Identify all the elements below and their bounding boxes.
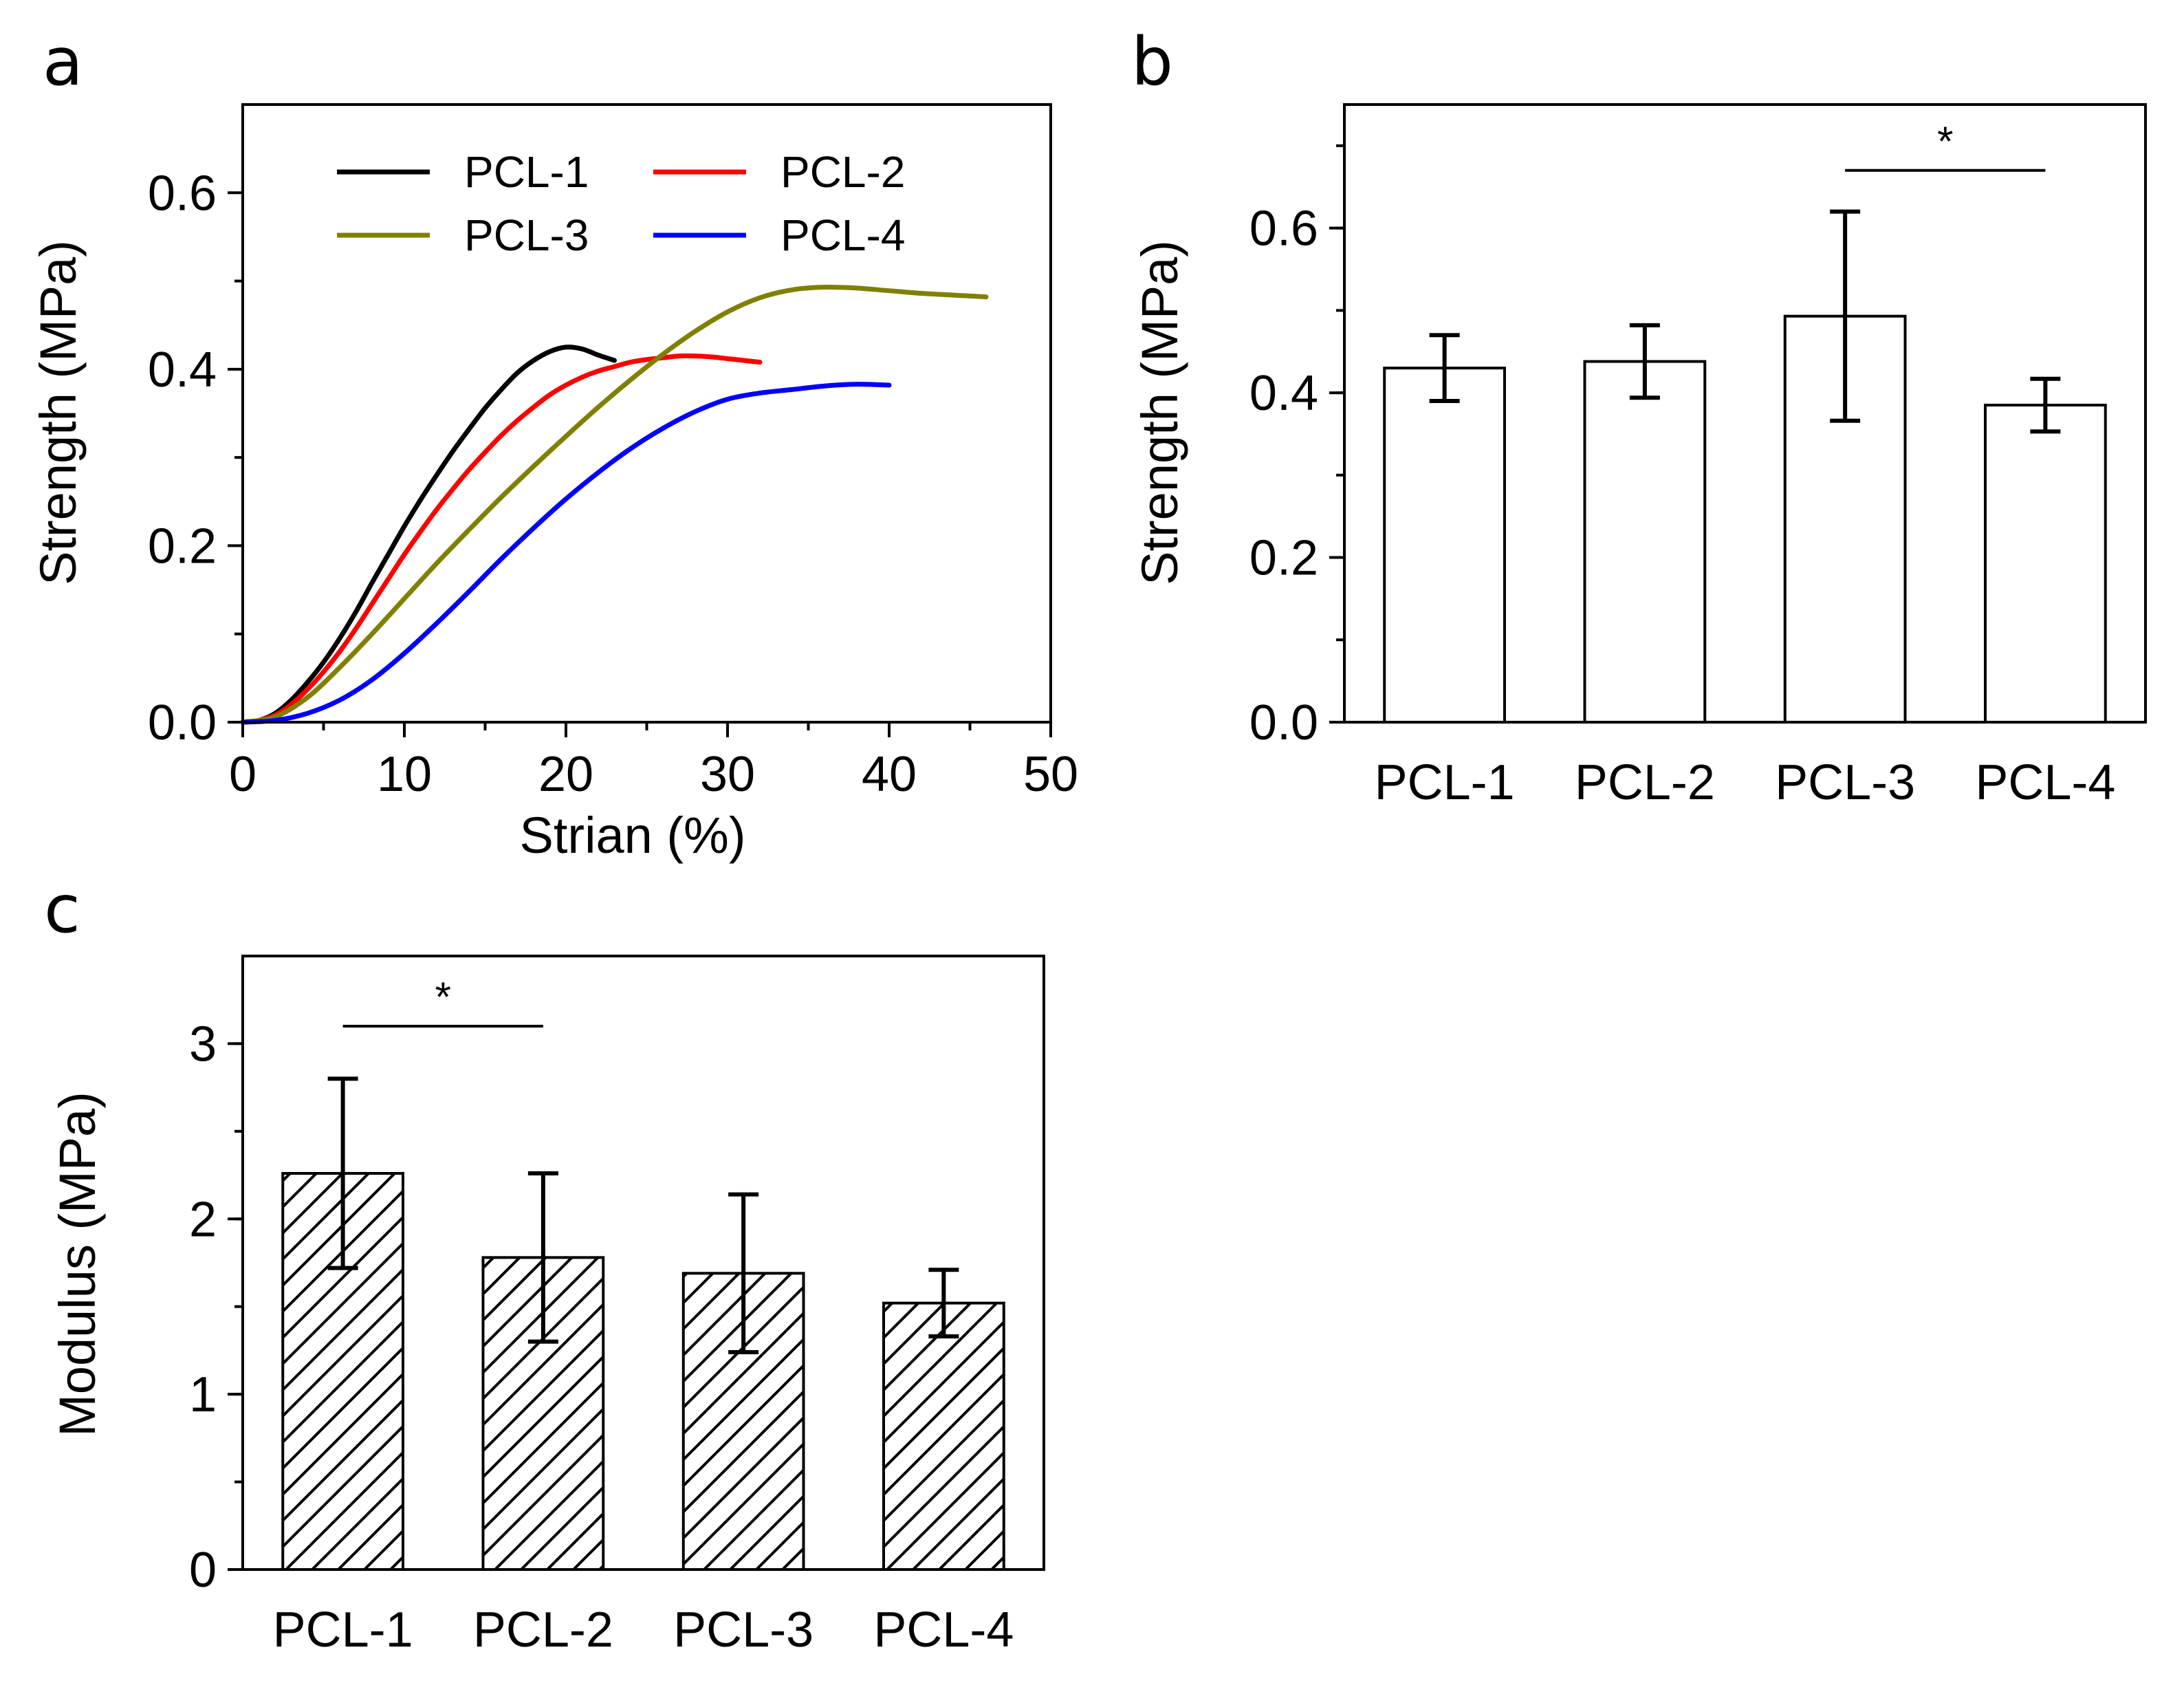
legend-label-pcl-3: PCL-3 (464, 210, 589, 260)
legend-label-pcl-4: PCL-4 (780, 210, 905, 260)
panel-a-y-tick-label: 0.0 (148, 695, 217, 750)
panel-c-bar-pcl-4 (882, 1301, 1005, 1572)
panel-label-b: b (1131, 23, 1173, 100)
panel-b-y-tick-label: 0.0 (1249, 695, 1318, 750)
panel-a-y-tick-label: 0.2 (148, 519, 217, 574)
panel-b-y-tick-label: 0.4 (1249, 366, 1318, 421)
panel-label-a: a (43, 23, 83, 100)
panel-c-bar-chart: * 0 1 2 3 PCL-1 PCL-2 PCL-3 PCL-4 Modulus (MPa) (49, 955, 1045, 1658)
panel-a-x-axis-title: Strian (%) (520, 807, 746, 864)
legend-label-pcl-1: PCL-1 (464, 147, 589, 197)
panel-a-line-chart: 0 10 20 30 40 50 0.0 0.2 0.4 0.6 Strength (MPa) S… (30, 103, 1078, 864)
panel-b-y-tick-label: 0.6 (1249, 202, 1318, 257)
panel-c-frame (241, 955, 1045, 1571)
panel-label-c: c (44, 871, 80, 948)
panel-b-bar-chart: * 0.0 0.2 0.4 0.6 PCL-1 PCL-2 PCL-3 PCL-4 Stren… (1131, 103, 2147, 810)
legend-label-pcl-2: PCL-2 (780, 147, 905, 197)
panel-a-y-tick-label: 0.4 (148, 343, 217, 398)
panel-a-y-tick-label: 0.6 (148, 166, 217, 221)
series-line-pcl-2 (240, 353, 763, 725)
panel-b-frame (1343, 103, 2147, 724)
panel-c-category-label: PCL-3 (673, 1603, 813, 1658)
panel-b-category-label: PCL-2 (1575, 755, 1715, 810)
series-line-pcl-3 (240, 284, 989, 725)
panel-c-y-axis-title: Modulus (MPa) (49, 1092, 106, 1437)
panel-b-y-axis-title: Strength (MPa) (1131, 240, 1188, 585)
panel-a-legend: PCL-1 PCL-2 PCL-3 PCL-4 (337, 147, 905, 260)
panel-c-category-label: PCL-1 (273, 1603, 413, 1658)
panel-c-y-tick-label: 0 (189, 1543, 217, 1598)
panel-b-category-label: PCL-3 (1775, 755, 1915, 810)
panel-a-y-axis-title: Strength (MPa) (30, 240, 87, 585)
panel-a-x-tick-label: 40 (862, 747, 917, 802)
panel-b-category-label: PCL-1 (1375, 755, 1515, 810)
panel-a-x-tick-label: 10 (377, 747, 432, 802)
panel-c-significance-label: * (435, 974, 451, 1020)
series-line-pcl-1 (240, 345, 617, 725)
panel-b-bar-pcl-1 (1383, 367, 1506, 724)
panel-b-significance-label: * (1937, 118, 1953, 164)
panel-a-x-tick-label: 50 (1023, 747, 1078, 802)
panel-b-y-tick-label: 0.2 (1249, 531, 1318, 586)
series-line-pcl-4 (240, 382, 892, 725)
panel-c-category-label: PCL-4 (873, 1603, 1014, 1658)
panel-a-x-tick-label: 30 (700, 747, 755, 802)
panel-a-x-tick-label: 0 (229, 747, 256, 802)
panel-c-y-tick-label: 3 (189, 1017, 217, 1072)
panel-c-y-tick-label: 2 (189, 1192, 217, 1247)
panel-b-bar-pcl-4 (1984, 404, 2107, 724)
panel-c-category-label: PCL-2 (473, 1603, 613, 1658)
panel-a-x-tick-label: 20 (538, 747, 593, 802)
panel-b-bar-pcl-2 (1583, 360, 1707, 724)
panel-b-category-label: PCL-4 (1975, 755, 2115, 810)
panel-c-y-tick-label: 1 (189, 1367, 217, 1422)
